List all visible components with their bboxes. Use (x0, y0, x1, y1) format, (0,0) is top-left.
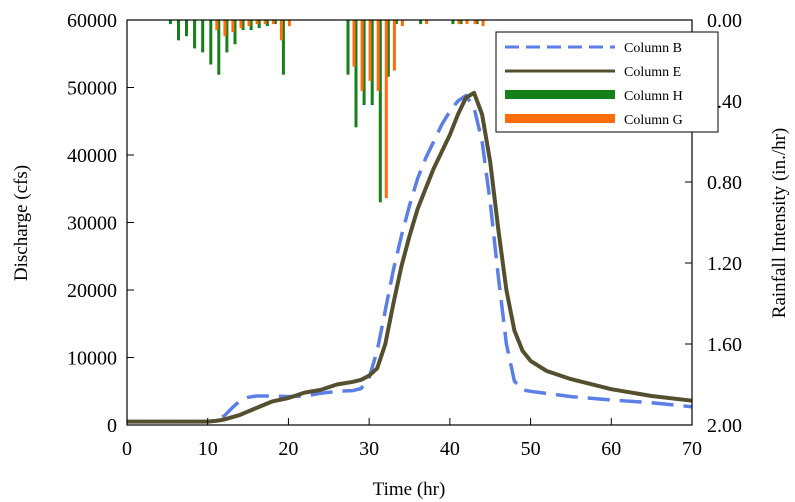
x-tick-label: 10 (198, 438, 218, 460)
rainfall-bar-column-h (177, 20, 180, 41)
rainfall-bar-column-g (287, 20, 291, 27)
axis-ticks: 0 10 20 30 40 50 60 70 0 10000 20000 30000 40000 5000… (67, 10, 742, 460)
rainfall-bar-column-g (360, 20, 364, 91)
rainfall-bar-column-h (451, 20, 455, 25)
rainfall-bar-column-h (265, 20, 269, 27)
x-tick-label: 50 (521, 438, 541, 460)
rainfall-bar-column-g (392, 20, 396, 71)
x-tick-label: 0 (122, 438, 132, 460)
rainfall-bar-column-g (384, 20, 388, 199)
rainfall-bar-column-h (459, 20, 463, 25)
rainfall-bar-column-h (225, 20, 229, 53)
legend-swatch-column-h (505, 90, 615, 99)
rainfall-bar-column-g (247, 20, 251, 27)
rainfall-bar-column-h (394, 20, 398, 25)
legend-label-column-h: Column H (624, 89, 683, 104)
x-axis-title: Time (hr) (373, 479, 446, 500)
rainfall-bar-column-g (400, 20, 404, 27)
rainfall-bar-column-g (457, 20, 461, 25)
rainfall-bar-column-h (386, 20, 390, 77)
rainfall-bar-column-g (263, 20, 267, 25)
legend-label-column-b: Column B (624, 41, 682, 56)
y-axis-title: Discharge (cfs) (11, 165, 32, 281)
y-tick-label: 60000 (67, 10, 117, 32)
rainfall-bar-column-h (217, 20, 221, 75)
rainfall-bar-column-h (209, 20, 213, 65)
rainfall-bar-column-h (378, 20, 382, 203)
x-tick-label: 30 (359, 438, 379, 460)
rainfall-bar-column-h (419, 20, 423, 25)
y-tick-label: 0 (107, 415, 117, 437)
rainfall-bar-column-h (257, 20, 261, 29)
legend: Column B Column E Column H Column G (495, 31, 719, 133)
rainfall-bar-column-h (362, 20, 366, 105)
y-tick-label: 20000 (67, 280, 117, 302)
rainfall-bar-column-h (346, 20, 350, 75)
y-tick-label: 10000 (67, 348, 117, 370)
rainfall-bar-column-g (465, 20, 469, 25)
legend-label-column-e: Column E (624, 65, 681, 80)
rainfall-bar-column-g (352, 20, 356, 67)
legend-swatch-column-g (505, 114, 615, 123)
y2-tick-label: 0.80 (707, 172, 742, 194)
y2-tick-label: 1.20 (707, 253, 742, 275)
x-tick-label: 70 (682, 438, 702, 460)
y2-tick-label: 2.00 (707, 415, 742, 437)
rainfall-bar-column-g (279, 20, 283, 41)
y-tick-label: 30000 (67, 213, 117, 235)
rainfall-bar-column-h (185, 20, 188, 37)
legend-label-column-g: Column G (624, 113, 683, 128)
rainfall-bar-column-g (425, 20, 429, 25)
series-line-column-b (127, 93, 693, 424)
rainfall-bar-column-g (255, 20, 259, 25)
y-tick-label: 40000 (67, 145, 117, 167)
rainfall-bar-column-h (241, 20, 245, 31)
rainfall-bar-column-h (233, 20, 237, 45)
rainfall-bar-column-g (231, 20, 235, 33)
rainfall-bar-column-g (239, 20, 243, 29)
rainfall-bar-column-h (281, 20, 285, 75)
rainfall-bar-column-h (249, 20, 253, 31)
rainfall-bar-column-h (354, 20, 358, 128)
rainfall-bar-column-h (201, 20, 205, 53)
rainfall-bar-column-h (370, 20, 374, 105)
y2-tick-label: 1.60 (707, 334, 742, 356)
discharge-lines (127, 90, 693, 424)
y2-tick-label: 0.00 (707, 10, 742, 32)
y-tick-label: 50000 (67, 78, 117, 100)
rainfall-bar-column-h (475, 20, 479, 25)
rainfall-bar-column-h (193, 20, 197, 49)
rainfall-bar-column-h (273, 20, 277, 25)
rainfall-bars (168, 20, 485, 203)
rainfall-bar-column-h (168, 20, 172, 25)
series-line-column-e (127, 90, 693, 424)
rainfall-bar-column-g (223, 20, 227, 37)
rainfall-bar-column-g (473, 20, 477, 25)
rainfall-bar-column-g (215, 20, 219, 31)
rainfall-bar-column-g (368, 20, 372, 81)
x-tick-label: 40 (440, 438, 460, 460)
x-tick-label: 20 (278, 438, 298, 460)
x-tick-label: 60 (601, 438, 621, 460)
rainfall-bar-column-g (271, 20, 275, 25)
rainfall-bar-column-g (376, 20, 380, 91)
rainfall-bar-column-g (481, 20, 485, 27)
y2-axis-title: Rainfall Intensity (in./hr) (769, 128, 790, 318)
